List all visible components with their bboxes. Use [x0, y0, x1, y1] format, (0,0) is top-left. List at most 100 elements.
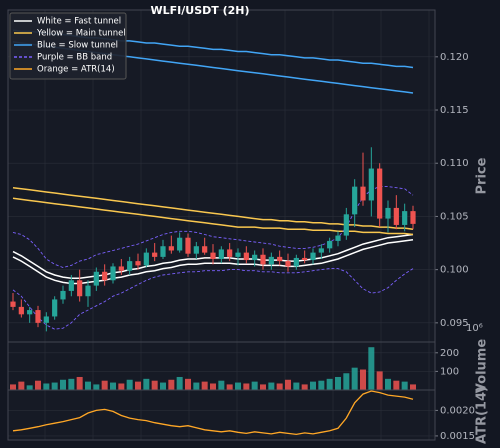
volume-bar [243, 383, 250, 390]
volume-bar [18, 381, 25, 390]
volume-bar [293, 382, 300, 390]
candle-body [60, 290, 66, 300]
volume-bar [310, 381, 316, 390]
plot-frame [7, 389, 436, 441]
volume-bar [260, 384, 266, 390]
candle-body [10, 301, 16, 307]
y-tick-label: 0.120 [440, 52, 469, 63]
candle-body [185, 237, 191, 254]
volume-bar [126, 379, 133, 390]
candle-body [318, 248, 324, 253]
volume-bar [168, 379, 175, 390]
candle-body [252, 254, 258, 261]
volume-bar [318, 380, 325, 390]
candle-body [127, 261, 133, 271]
candle-body [52, 299, 58, 317]
candle-body [168, 246, 174, 251]
volume-bar [185, 378, 191, 390]
volume-bar [151, 380, 158, 390]
candle-body [77, 280, 83, 297]
candle-body [268, 256, 274, 265]
volume-bar [135, 381, 141, 390]
volume-bar [335, 376, 341, 390]
legend-label: White = Fast tunnel [37, 17, 121, 27]
volume-bar [251, 381, 258, 390]
candle-body [368, 168, 374, 201]
volume-bar [376, 371, 383, 390]
y-tick-label: 0.0020 [440, 405, 475, 416]
volume-bar [210, 383, 216, 390]
candle-body [143, 252, 149, 266]
legend: White = Fast tunnel Yellow = Main tunnel B… [9, 12, 127, 80]
candle-body [110, 266, 116, 281]
volume-bar [301, 384, 308, 390]
candle-body [293, 257, 299, 267]
y-tick-label: 0.115 [440, 105, 469, 116]
candle-body [335, 235, 341, 241]
candle-body [27, 310, 33, 315]
volume-bar [401, 381, 408, 390]
candle-body [285, 261, 291, 267]
volume-bar [410, 384, 416, 390]
volume-bar [85, 381, 91, 390]
candle-body [18, 306, 24, 315]
volume-bar [235, 382, 241, 390]
candle-body [118, 266, 124, 271]
candle-body [343, 214, 349, 236]
volume-bar [76, 376, 83, 390]
volume-bar [68, 378, 75, 390]
y-tick-label: 0.110 [440, 158, 469, 169]
candle-body [402, 211, 408, 225]
y-axis-label: Price [475, 157, 490, 194]
volume-bar [110, 382, 116, 390]
volume-bar [276, 383, 283, 390]
volume-bar [51, 382, 58, 390]
candle-body [393, 207, 399, 225]
candle-body [360, 186, 366, 201]
volume-bar [285, 379, 291, 390]
legend-label: Blue = Slow tunnel [37, 41, 118, 51]
y-axis-label: ATR(14) [475, 386, 490, 444]
candle-body [302, 257, 308, 261]
volume-bar [60, 379, 66, 390]
candle-body [385, 207, 391, 219]
volume-bar [193, 382, 200, 390]
y-tick-label: 100 [440, 366, 459, 377]
candle-body [152, 252, 158, 257]
legend-box [9, 12, 127, 80]
candle-body [210, 252, 216, 259]
axis-offset-label: 10⁶ [466, 323, 483, 334]
y-tick-label: 0.0015 [440, 431, 475, 442]
candle-body [135, 261, 141, 266]
candle-body [410, 211, 416, 224]
candle-body [260, 254, 266, 265]
candle-body [352, 186, 358, 215]
volume-bar [343, 373, 350, 390]
candle-body [327, 240, 333, 249]
volume-bar [35, 380, 41, 390]
line [12, 390, 414, 436]
volume-bar [268, 382, 275, 390]
volume-bar [143, 378, 150, 390]
volume-bar [43, 383, 50, 390]
candle-body [93, 271, 99, 286]
volume-bar [101, 380, 108, 390]
y-tick-label: 0.100 [440, 265, 469, 276]
volume-bar [368, 347, 375, 390]
legend-label: Purple = BB band [37, 53, 112, 63]
line [12, 268, 414, 330]
volume-bar [385, 378, 391, 390]
volume-bar [226, 384, 233, 390]
candle-body [35, 310, 41, 323]
volume-bar [176, 376, 183, 390]
volume-bar [218, 380, 225, 390]
volume-bar [351, 367, 358, 390]
candle-body [102, 271, 108, 281]
candle-body [218, 249, 224, 259]
candle-body [227, 249, 233, 257]
candle-body [68, 280, 74, 291]
candle-body [177, 237, 183, 251]
volume-bar [26, 385, 33, 390]
candle-body [160, 246, 166, 257]
